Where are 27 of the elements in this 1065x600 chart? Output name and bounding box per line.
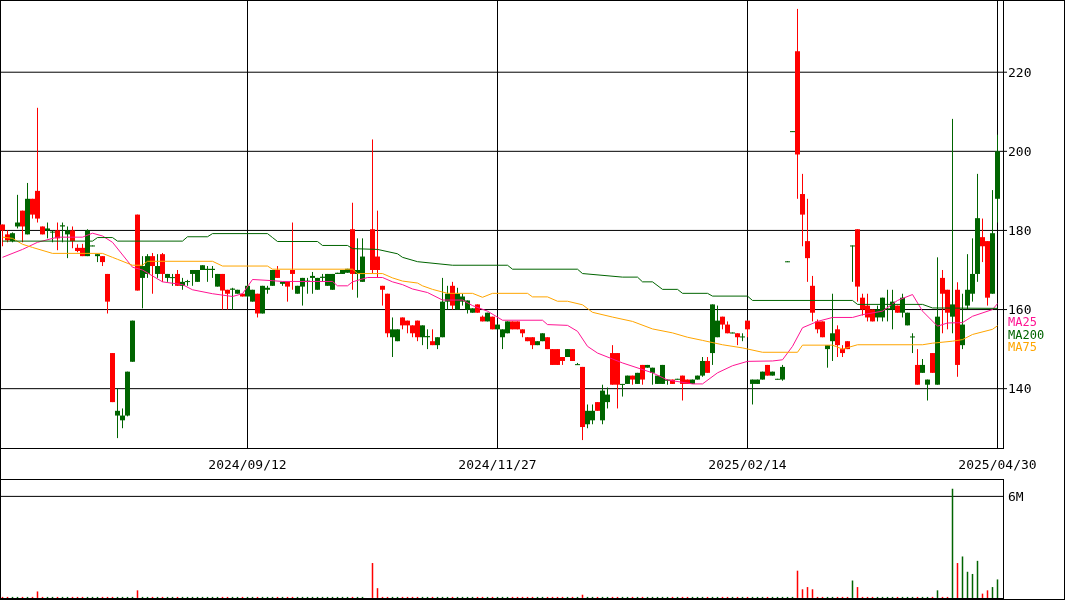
candlestick (115, 388, 120, 439)
candlestick (850, 244, 855, 283)
candlestick (915, 348, 920, 386)
candlestick (290, 222, 295, 291)
candlestick (800, 173, 805, 247)
candlestick (155, 253, 160, 279)
y-tick-label: 220 (1008, 64, 1032, 80)
x-tick-label: 2025/04/30 (958, 457, 1037, 472)
line-series (2, 232, 998, 385)
candlestick (160, 252, 165, 283)
candlestick (620, 383, 625, 398)
candlestick (805, 198, 810, 283)
series-label: MA75 (1008, 339, 1037, 354)
candlestick (835, 324, 840, 358)
x-tick-label: 2024/11/27 (458, 457, 537, 472)
line-series (2, 236, 998, 353)
x-tick-label: 2024/09/12 (208, 457, 287, 472)
y-tick-label: 180 (1008, 222, 1032, 238)
y-tick-label: 140 (1008, 381, 1032, 397)
candlestick (700, 356, 705, 378)
ref-line-label: 6M (1008, 488, 1024, 504)
y-tick-label: 200 (1008, 143, 1032, 159)
candlestick (310, 271, 315, 295)
x-tick-label: 2025/02/14 (708, 457, 787, 472)
series-label: MA200 (1008, 327, 1045, 342)
candlestick (910, 332, 915, 354)
candlestick (150, 252, 155, 295)
